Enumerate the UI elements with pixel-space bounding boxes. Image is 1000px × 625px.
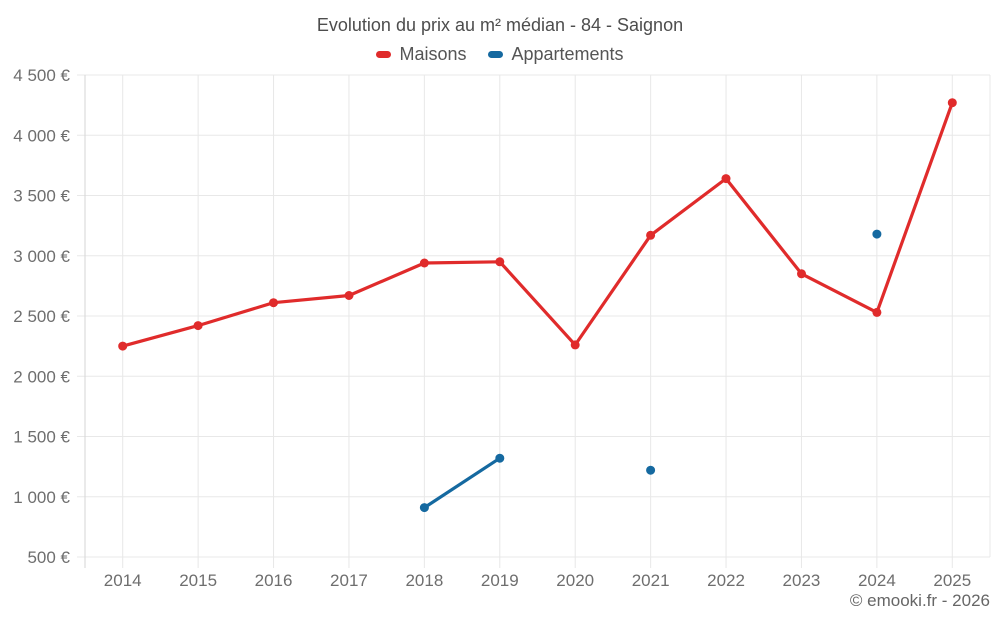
y-axis-label: 3 500 € (13, 187, 70, 206)
legend-item-maisons[interactable]: Maisons (376, 44, 466, 65)
legend: Maisons Appartements (0, 44, 1000, 65)
y-axis-label: 4 500 € (13, 66, 70, 85)
x-axis-label: 2024 (858, 571, 896, 590)
appartements-point-2024[interactable] (872, 229, 882, 239)
x-axis-label: 2025 (933, 571, 971, 590)
maisons-point-2015[interactable] (193, 321, 203, 331)
maisons-point-2022[interactable] (721, 174, 731, 184)
maisons-point-2017[interactable] (344, 291, 354, 300)
appartements-point-2019[interactable] (495, 453, 505, 463)
maisons-point-2019[interactable] (495, 257, 505, 267)
series-line-appartements (422, 456, 502, 510)
y-axis-label: 2 000 € (13, 367, 70, 386)
x-axis-label: 2015 (179, 571, 217, 590)
x-axis-label: 2020 (556, 571, 594, 590)
maisons-point-2018[interactable] (419, 258, 429, 268)
y-axis-label: 500 € (27, 548, 70, 567)
appartements-point-2021[interactable] (646, 465, 656, 475)
y-axis-label: 1 500 € (13, 428, 70, 447)
appartements-point-2018[interactable] (419, 503, 429, 513)
legend-item-appartements[interactable]: Appartements (488, 44, 624, 65)
x-axis-label: 2023 (783, 571, 821, 590)
x-axis-label: 2019 (481, 571, 519, 590)
maisons-point-2020[interactable] (570, 340, 580, 350)
x-axis-label: 2022 (707, 571, 745, 590)
attribution: © emooki.fr - 2026 (849, 591, 990, 610)
y-axis-label: 2 500 € (13, 307, 70, 326)
maisons-point-2014[interactable] (118, 341, 128, 351)
maisons-point-2025[interactable] (947, 98, 957, 108)
maisons-point-2016[interactable] (269, 298, 278, 308)
x-axis-label: 2021 (632, 571, 670, 590)
x-axis-label: 2016 (255, 571, 293, 590)
series-line-maisons (121, 101, 954, 348)
appartements-swatch-icon (488, 51, 504, 58)
maisons-point-2021[interactable] (646, 230, 656, 240)
legend-label-maisons: Maisons (399, 44, 467, 64)
y-axis-label: 1 000 € (13, 488, 70, 507)
chart-title: Evolution du prix au m² médian - 84 - Sa… (316, 15, 684, 35)
legend-label-appartements: Appartements (511, 44, 624, 64)
x-axis-label: 2014 (104, 571, 142, 590)
x-axis-label: 2018 (405, 571, 443, 590)
y-axis-label: 4 000 € (13, 126, 70, 145)
maisons-point-2024[interactable] (872, 307, 882, 317)
maisons-point-2023[interactable] (797, 269, 806, 279)
maisons-swatch-icon (376, 51, 392, 58)
y-axis-label: 3 000 € (13, 247, 70, 266)
x-axis-label: 2017 (330, 571, 368, 590)
